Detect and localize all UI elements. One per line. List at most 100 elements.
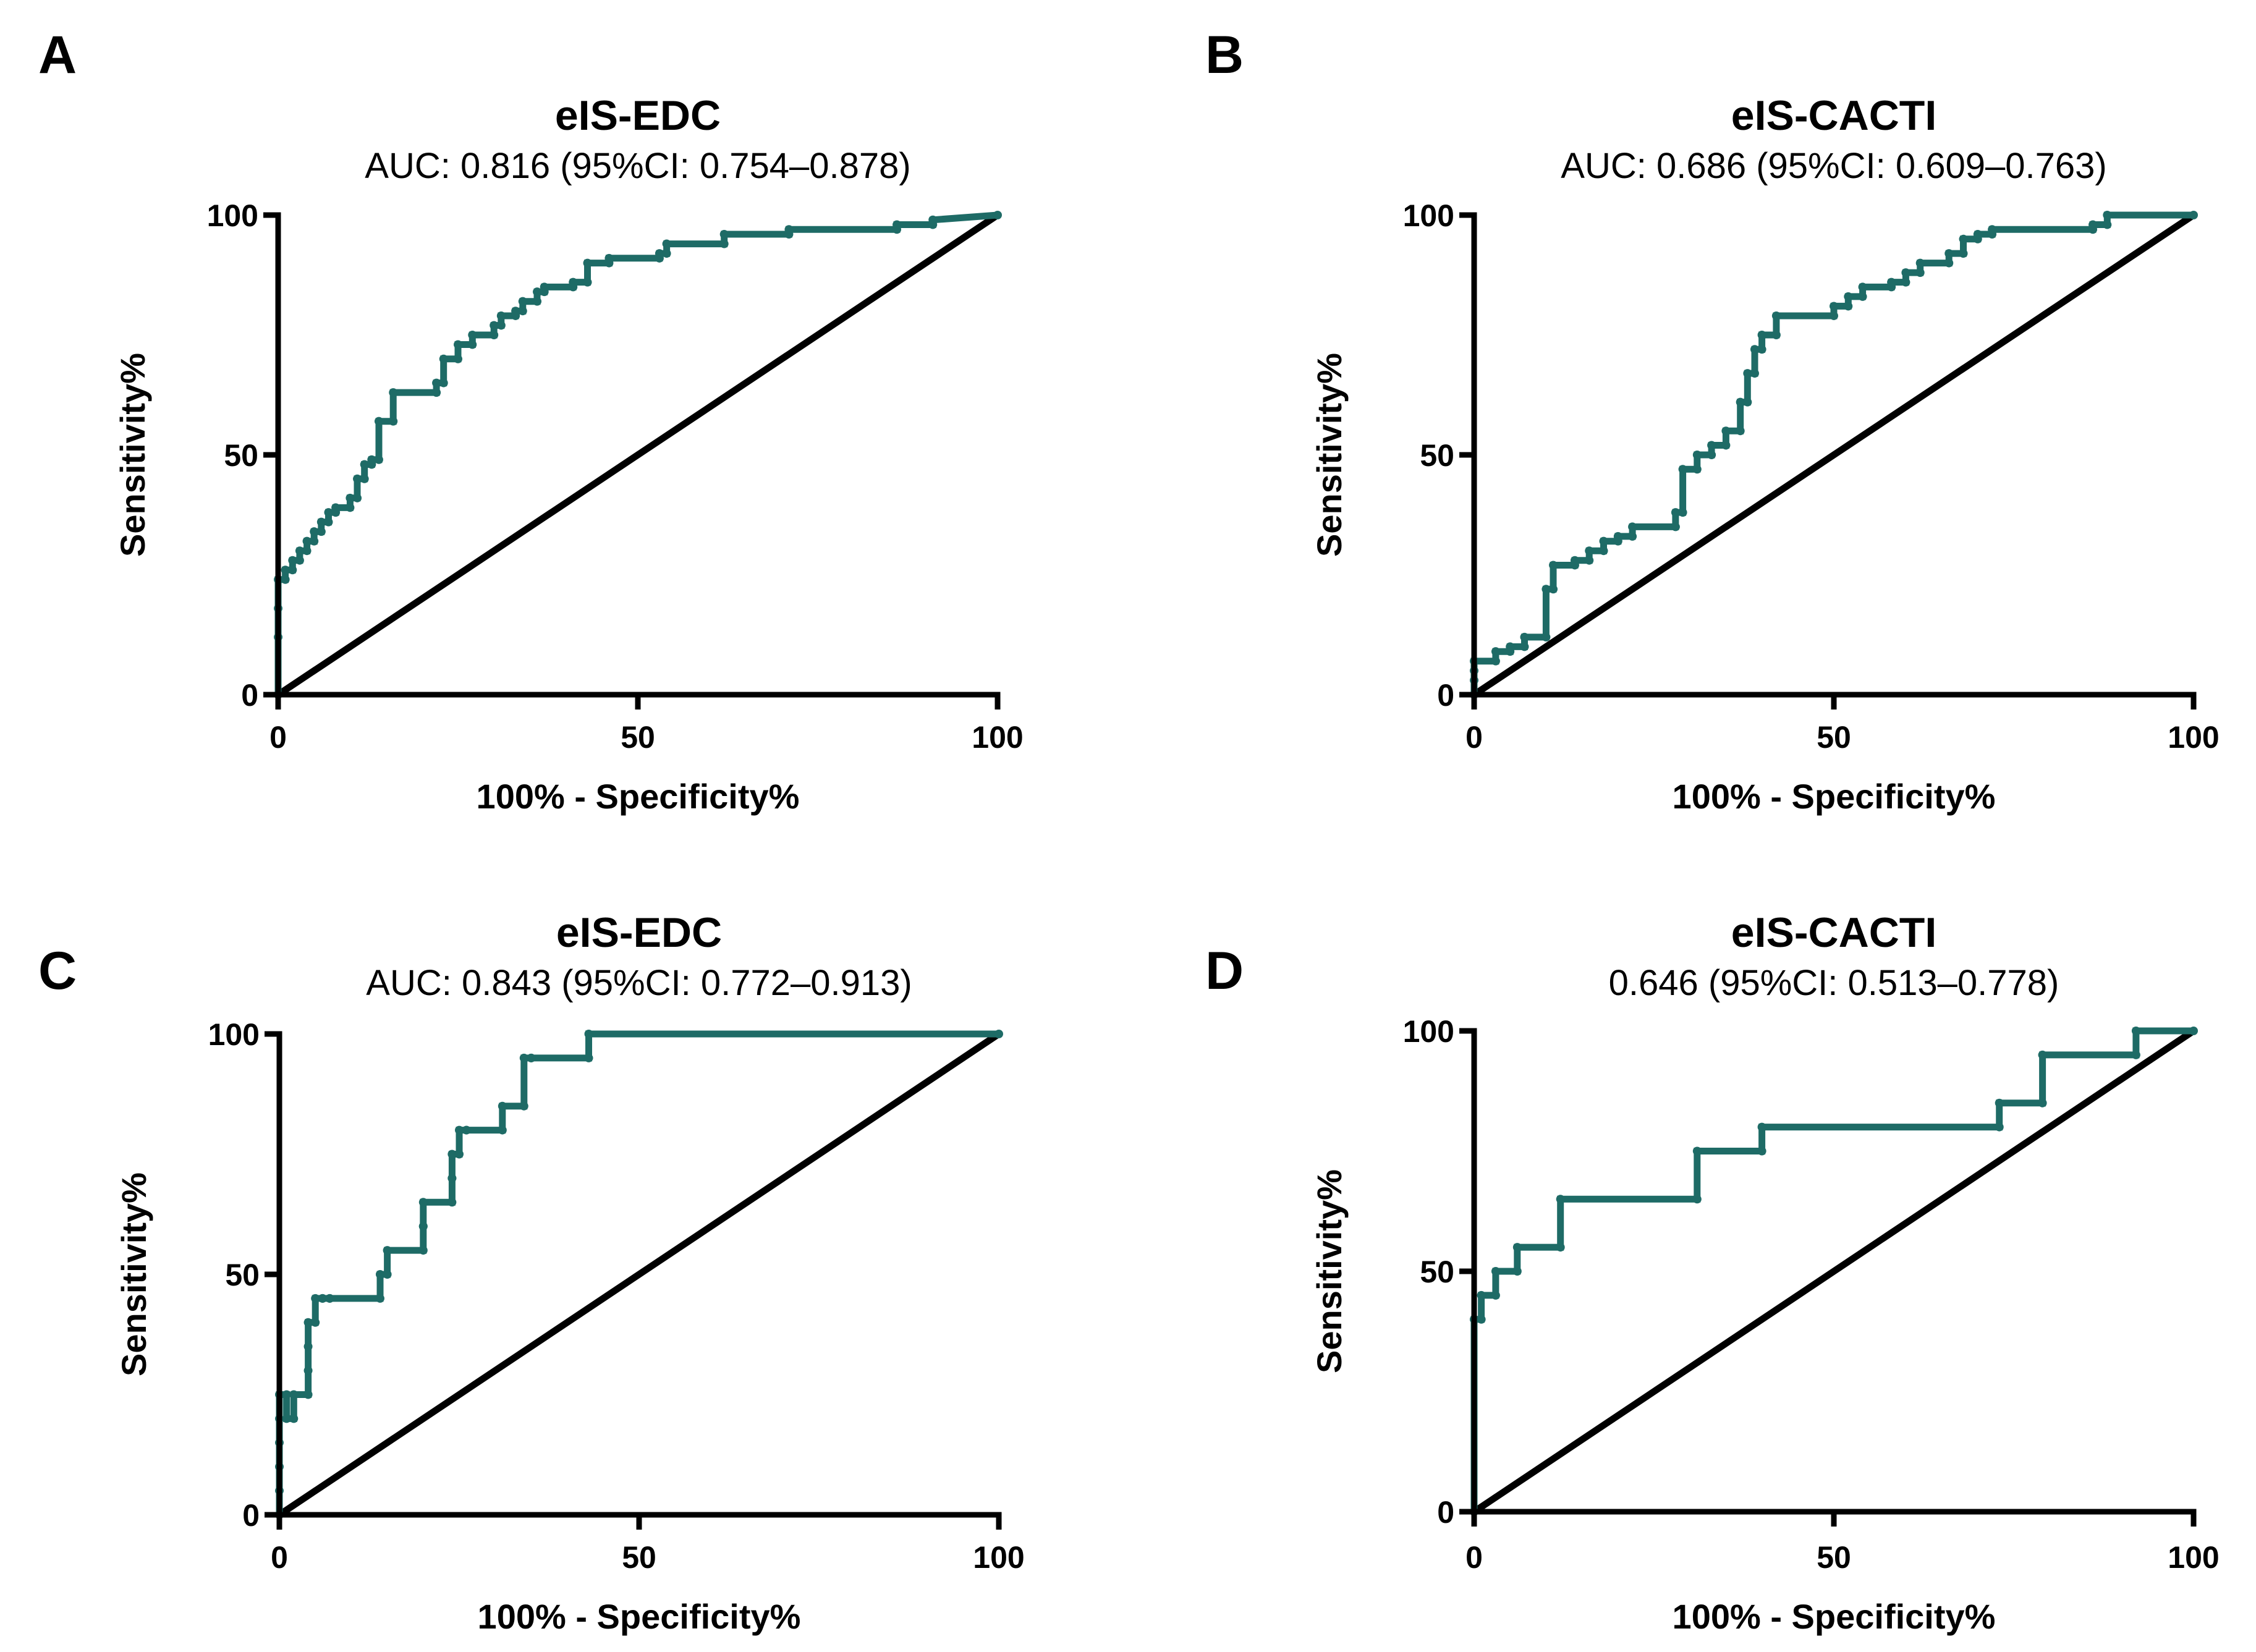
- roc-point-d: [2038, 1098, 2047, 1108]
- roc-point-b: [1520, 632, 1529, 642]
- roc-point-d: [1477, 1315, 1486, 1324]
- chart-subtitle-b: AUC: 0.686 (95%CI: 0.609–0.763): [1561, 146, 2106, 186]
- roc-point-c: [455, 1150, 464, 1159]
- roc-point-b: [1959, 249, 1968, 258]
- roc-point-c: [282, 1390, 291, 1399]
- roc-point-a: [310, 527, 319, 536]
- roc-point-b: [1707, 441, 1716, 450]
- roc-point-a: [374, 417, 383, 426]
- roc-point-b: [2088, 220, 2098, 229]
- panel-letter-a: A: [38, 25, 77, 85]
- roc-point-d: [1757, 1146, 1766, 1156]
- roc-point-b: [1491, 656, 1500, 666]
- roc-point-c: [584, 1030, 593, 1038]
- panel-b: B eIS-CACTI AUC: 0.686 (95%CI: 0.609–0.7…: [1205, 25, 2220, 816]
- roc-point-b: [1973, 230, 1982, 239]
- roc-point-d: [2038, 1050, 2047, 1059]
- chart-subtitle-a: AUC: 0.816 (95%CI: 0.754–0.878): [365, 146, 910, 186]
- chart-subtitle-c: AUC: 0.843 (95%CI: 0.772–0.913): [366, 963, 912, 1003]
- y-tick-label-a-0: 0: [241, 678, 258, 713]
- roc-point-d: [1995, 1098, 2004, 1108]
- roc-point-a: [374, 455, 383, 464]
- roc-point-b: [1988, 225, 1997, 234]
- y-tick-label-d-0: 0: [1437, 1495, 1454, 1530]
- roc-point-d: [2131, 1050, 2140, 1059]
- roc-point-c: [289, 1414, 299, 1423]
- x-tick-label-a-50: 50: [621, 720, 655, 755]
- roc-point-d: [1477, 1290, 1486, 1300]
- roc-point-d: [2131, 1027, 2140, 1035]
- x-tick-label-b-50: 50: [1817, 720, 1851, 755]
- roc-point-b: [1887, 277, 1896, 287]
- roc-point-b: [1915, 258, 1925, 268]
- roc-point-a: [583, 277, 592, 287]
- x-tick-label-a-0: 0: [269, 720, 287, 755]
- y-tick-label-b-0: 0: [1437, 678, 1454, 713]
- roc-point-b: [1830, 302, 1838, 311]
- reference-line-c: [277, 1031, 1001, 1518]
- roc-point-b: [1771, 331, 1781, 339]
- y-axis-label-d: Sensitivity%: [1310, 1169, 1349, 1373]
- y-axis-label-b: Sensitivity%: [1310, 353, 1349, 557]
- roc-point-c: [311, 1318, 320, 1327]
- y-tick-label-b-100: 100: [1403, 198, 1454, 233]
- roc-point-a: [324, 508, 333, 517]
- reference-line-d: [1472, 1028, 2196, 1515]
- y-tick-label-d-100: 100: [1403, 1014, 1454, 1049]
- roc-point-a: [655, 249, 664, 258]
- roc-point-d: [2189, 1027, 2198, 1035]
- roc-point-a: [719, 230, 729, 239]
- roc-point-c: [455, 1125, 464, 1135]
- roc-point-a: [295, 546, 304, 556]
- roc-point-d: [1692, 1195, 1702, 1204]
- roc-point-a: [784, 225, 794, 234]
- roc-point-c: [447, 1198, 457, 1207]
- roc-point-c: [303, 1318, 313, 1327]
- roc-point-b: [1743, 369, 1752, 378]
- x-tick-label-d-0: 0: [1465, 1540, 1483, 1575]
- x-tick-label-c-50: 50: [622, 1540, 656, 1575]
- roc-point-c: [282, 1414, 291, 1423]
- roc-point-b: [1585, 546, 1594, 556]
- y-tick-label-a-100: 100: [207, 198, 258, 233]
- roc-point-b: [2103, 220, 2112, 229]
- roc-point-a: [360, 460, 369, 469]
- y-tick-label-c-100: 100: [208, 1017, 260, 1052]
- roc-point-b: [1692, 451, 1702, 459]
- roc-point-a: [490, 321, 499, 330]
- roc-point-a: [454, 340, 462, 349]
- roc-point-a: [288, 565, 297, 575]
- plot-area-b: [1459, 211, 2198, 710]
- x-tick-label-a-100: 100: [972, 720, 1023, 755]
- roc-point-b: [1844, 302, 1853, 311]
- roc-point-b: [1599, 546, 1608, 556]
- roc-point-c: [519, 1101, 528, 1111]
- plot-area-c: [265, 1030, 1003, 1530]
- roc-point-d: [1995, 1122, 2004, 1132]
- panel-letter-b: B: [1205, 25, 1244, 85]
- chart-title-a: eIS-EDC: [555, 92, 721, 139]
- roc-point-c: [303, 1390, 313, 1399]
- roc-point-c: [289, 1390, 299, 1399]
- plot-area-d: [1459, 1027, 2198, 1527]
- reference-line-a: [276, 212, 1000, 698]
- roc-point-d: [1512, 1267, 1522, 1276]
- roc-point-b: [1549, 561, 1558, 570]
- roc-point-b: [1491, 647, 1500, 656]
- x-tick-label-c-100: 100: [973, 1540, 1024, 1575]
- roc-point-b: [1721, 441, 1731, 450]
- panel-d: D eIS-CACTI 0.646 (95%CI: 0.513–0.778) 0…: [1205, 909, 2220, 1636]
- roc-point-a: [490, 331, 499, 339]
- roc-point-c: [584, 1053, 593, 1062]
- roc-point-a: [288, 556, 297, 565]
- roc-point-a: [454, 354, 462, 363]
- roc-point-d: [1491, 1290, 1500, 1300]
- roc-point-c: [418, 1222, 428, 1231]
- roc-point-b: [1520, 642, 1529, 651]
- roc-point-b: [1707, 451, 1716, 459]
- roc-point-a: [353, 493, 362, 502]
- roc-point-a: [353, 474, 362, 483]
- roc-point-c: [418, 1198, 428, 1207]
- y-axis-label-c: Sensitivity%: [114, 1172, 153, 1376]
